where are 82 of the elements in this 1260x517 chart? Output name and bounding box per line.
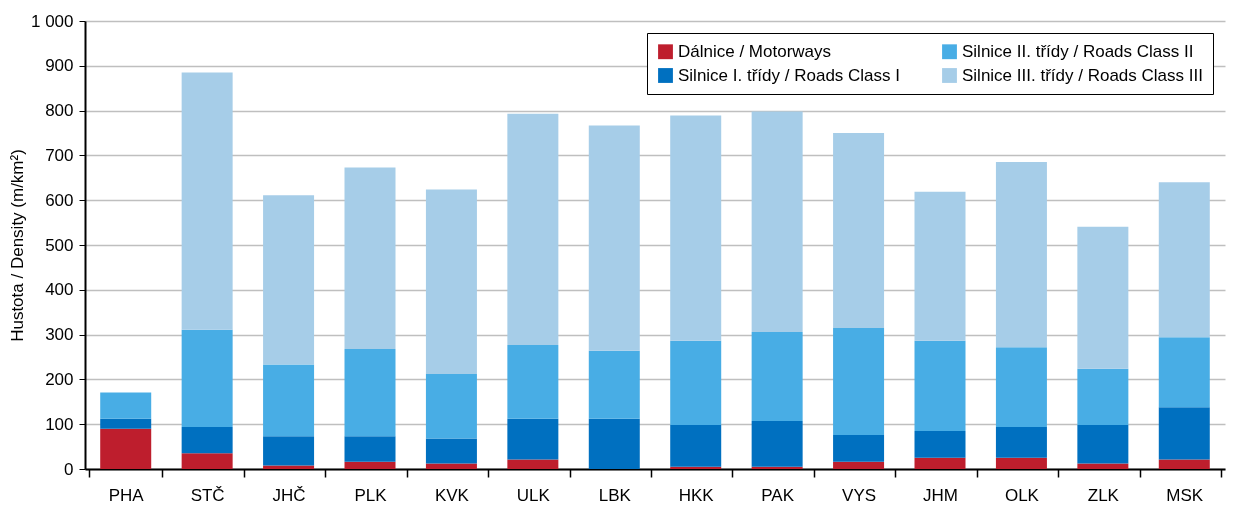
y-tick-label: 800 bbox=[45, 101, 74, 121]
bar bbox=[181, 426, 233, 454]
bar bbox=[588, 418, 640, 469]
legend-label: Silnice I. třídy / Roads Class I bbox=[678, 65, 901, 85]
bar bbox=[914, 457, 966, 469]
bar bbox=[344, 436, 396, 462]
bar bbox=[995, 347, 1047, 427]
y-tick-label: 100 bbox=[45, 414, 74, 434]
legend-label: Silnice III. třídy / Roads Class III bbox=[962, 65, 1203, 85]
bar bbox=[425, 463, 477, 469]
x-tick-label: HKK bbox=[678, 485, 715, 505]
bar bbox=[507, 113, 559, 345]
bar bbox=[1158, 459, 1210, 469]
x-tick-label: KVK bbox=[434, 485, 470, 505]
bar bbox=[1077, 463, 1129, 469]
bar bbox=[181, 72, 233, 330]
bar bbox=[100, 392, 152, 419]
bar bbox=[425, 189, 477, 375]
bar bbox=[833, 133, 885, 328]
bar bbox=[833, 434, 885, 462]
bar bbox=[751, 421, 803, 467]
legend-label: Silnice II. třídy / Roads Class II bbox=[962, 41, 1194, 61]
x-tick-label: JHČ bbox=[272, 485, 306, 505]
y-tick-label: 200 bbox=[45, 369, 74, 389]
bar bbox=[670, 115, 722, 341]
bar bbox=[995, 457, 1047, 469]
bar bbox=[1077, 226, 1129, 369]
bar bbox=[344, 348, 396, 437]
x-tick-label: STČ bbox=[190, 485, 225, 505]
y-tick-label: 400 bbox=[45, 280, 74, 300]
bar bbox=[425, 438, 477, 464]
bar bbox=[1158, 182, 1210, 338]
bar bbox=[670, 425, 722, 467]
x-tick-label: OLK bbox=[1004, 485, 1040, 505]
x-tick-label: VYS bbox=[842, 485, 877, 505]
x-tick-label: PHA bbox=[108, 485, 145, 505]
x-tick-label: ULK bbox=[516, 485, 551, 505]
bar bbox=[344, 461, 396, 469]
bar bbox=[751, 331, 803, 422]
y-tick-label: 500 bbox=[45, 235, 74, 255]
bar bbox=[751, 111, 803, 332]
bar bbox=[1077, 425, 1129, 464]
bar bbox=[507, 459, 559, 469]
y-tick-label: 0 bbox=[64, 459, 74, 479]
bar bbox=[1158, 407, 1210, 460]
bar bbox=[588, 350, 640, 419]
bar bbox=[995, 426, 1047, 458]
bar bbox=[995, 162, 1047, 348]
bar bbox=[100, 428, 152, 469]
bar bbox=[914, 191, 966, 341]
bar bbox=[263, 195, 315, 365]
x-tick-label: MSK bbox=[1166, 485, 1204, 505]
bar bbox=[344, 167, 396, 349]
bar bbox=[914, 340, 966, 431]
bar bbox=[263, 436, 315, 466]
bar bbox=[833, 327, 885, 435]
bar bbox=[670, 340, 722, 426]
bar bbox=[1077, 368, 1129, 426]
y-tick-label: 600 bbox=[45, 190, 74, 210]
bar bbox=[181, 329, 233, 427]
x-tick-label: PLK bbox=[354, 485, 388, 505]
x-tick-label: ZLK bbox=[1087, 485, 1120, 505]
legend-label: Dálnice / Motorways bbox=[678, 41, 832, 61]
bar bbox=[833, 461, 885, 469]
y-tick-label: 700 bbox=[45, 145, 74, 165]
x-tick-label: LBK bbox=[598, 485, 632, 505]
y-tick-label: 300 bbox=[45, 325, 74, 345]
bar bbox=[1158, 337, 1210, 408]
x-tick-label: PAK bbox=[761, 485, 795, 505]
y-tick-label: 900 bbox=[45, 56, 74, 76]
bar bbox=[263, 364, 315, 437]
bar bbox=[507, 418, 559, 460]
bar bbox=[588, 125, 640, 351]
bar bbox=[263, 465, 315, 469]
bar bbox=[100, 418, 152, 429]
bar bbox=[507, 344, 559, 419]
bar bbox=[425, 374, 477, 439]
bar bbox=[914, 430, 966, 458]
bar bbox=[181, 453, 233, 469]
y-tick-label: 1 000 bbox=[30, 11, 74, 31]
x-tick-label: JHM bbox=[923, 485, 958, 505]
y-axis-title: Hustota / Density (m/km²) bbox=[7, 149, 27, 342]
